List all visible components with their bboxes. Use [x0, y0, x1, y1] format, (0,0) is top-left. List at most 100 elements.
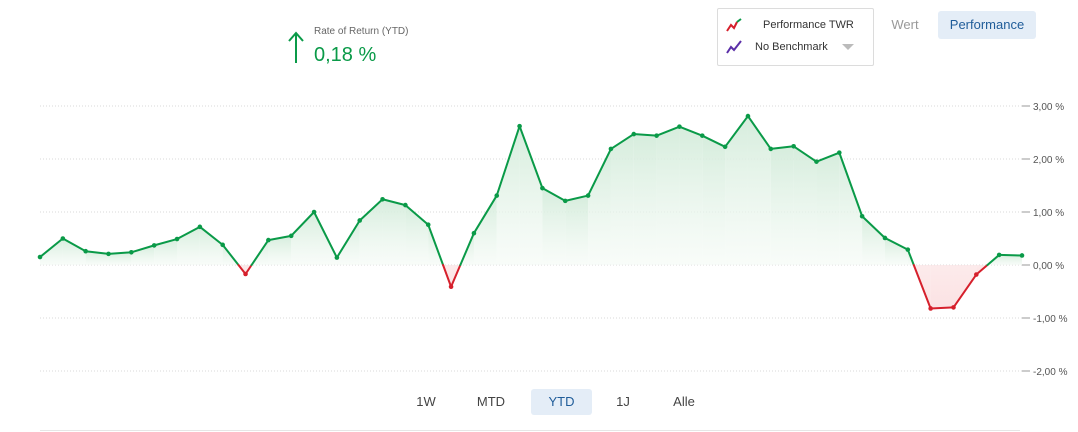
series-line: [632, 133, 658, 137]
series-line: [655, 125, 681, 137]
area-positive: [633, 134, 657, 265]
area-positive: [85, 251, 109, 265]
series-line: [724, 115, 749, 148]
data-point: [996, 252, 1002, 258]
chevron-down-icon[interactable]: [841, 44, 854, 50]
area-positive: [588, 148, 611, 265]
series-line: [495, 125, 521, 197]
data-point: [585, 193, 591, 198]
period-button-alle[interactable]: Alle: [660, 389, 708, 415]
data-point: [266, 237, 271, 243]
period-button-ytd[interactable]: YTD: [531, 389, 592, 415]
data-point: [905, 247, 911, 252]
series-line: [986, 253, 1001, 266]
series-line: [176, 225, 201, 241]
data-point: [288, 233, 294, 239]
y-tick-label: 2,00 %: [1033, 155, 1064, 166]
legend-item-performance-twr[interactable]: Performance TWR: [726, 18, 854, 32]
series-line: [358, 198, 384, 222]
area-positive: [679, 126, 703, 265]
y-tick-label: -2,00 %: [1033, 367, 1068, 378]
data-point: [722, 144, 728, 150]
area-positive: [199, 226, 223, 265]
series-line: [472, 194, 498, 235]
series-line: [998, 253, 1023, 257]
arrow-up-icon: [288, 31, 304, 63]
data-point: [562, 198, 568, 204]
period-button-1w[interactable]: 1W: [405, 389, 447, 415]
view-button-wert[interactable]: Wert: [880, 11, 930, 39]
area-negative: [930, 265, 954, 309]
series-line: [130, 244, 156, 254]
data-point: [928, 306, 933, 311]
data-point: [243, 271, 248, 277]
series-line: [564, 194, 590, 202]
data-point: [334, 255, 340, 260]
data-point: [791, 143, 796, 149]
series-line: [678, 125, 704, 137]
period-button-mtd[interactable]: MTD: [466, 389, 516, 415]
area-positive: [862, 216, 885, 265]
data-point: [699, 133, 705, 138]
period-selector: 1W MTD YTD 1J Alle: [0, 389, 1078, 415]
data-point: [859, 213, 865, 219]
series-line: [61, 237, 87, 253]
y-tick-label: 3,00 %: [1033, 102, 1064, 113]
period-button-1j[interactable]: 1J: [607, 389, 639, 415]
data-point: [151, 243, 157, 248]
y-tick-label: 0,00 %: [1033, 261, 1064, 272]
data-point: [631, 131, 637, 137]
data-point: [814, 159, 819, 164]
view-toggle: Wert Performance: [880, 11, 1036, 39]
area-positive: [108, 252, 132, 265]
area-positive: [999, 254, 1022, 265]
line-chart-icon: [726, 40, 742, 54]
view-button-performance[interactable]: Performance: [938, 11, 1036, 39]
series-line: [313, 211, 338, 259]
data-point: [37, 254, 43, 260]
legend-item-benchmark[interactable]: No Benchmark: [726, 40, 854, 54]
data-point: [951, 305, 956, 310]
area-positive: [816, 152, 840, 265]
legend-label: No Benchmark: [755, 41, 828, 53]
series-line: [906, 248, 915, 266]
data-point: [517, 123, 522, 129]
data-point: [311, 209, 317, 215]
series-line: [883, 236, 909, 251]
series-line: [427, 223, 445, 266]
area-positive: [565, 195, 589, 265]
data-point: [174, 236, 180, 242]
data-point: [608, 146, 614, 152]
series-line: [250, 239, 270, 266]
area-positive: [496, 126, 520, 265]
data-point: [106, 251, 111, 257]
data-point: [357, 218, 363, 223]
series-line: [838, 151, 864, 218]
data-point: [768, 146, 774, 152]
area-positive: [382, 199, 406, 265]
legend: Performance TWR No Benchmark: [717, 8, 874, 66]
kpi-label: Rate of Return (YTD): [314, 26, 409, 37]
line-chart-icon: [726, 18, 742, 32]
series-line: [541, 187, 567, 202]
area-positive: [154, 239, 178, 265]
legend-label: Performance TWR: [763, 19, 854, 31]
series-line: [587, 147, 612, 197]
series-line: [450, 264, 462, 288]
data-point: [654, 133, 659, 138]
area-positive: [40, 238, 63, 265]
data-point: [380, 196, 385, 202]
data-point: [1019, 253, 1025, 258]
kpi-value: 0,18 %: [314, 44, 377, 66]
area-positive: [839, 152, 863, 265]
series-line: [518, 125, 544, 190]
data-point: [471, 230, 477, 236]
data-point: [882, 235, 888, 241]
area-negative: [953, 265, 977, 308]
area-positive: [131, 245, 155, 265]
series-line: [459, 232, 475, 266]
series-line: [84, 250, 110, 255]
series-line: [815, 151, 841, 163]
series-line: [107, 251, 133, 255]
